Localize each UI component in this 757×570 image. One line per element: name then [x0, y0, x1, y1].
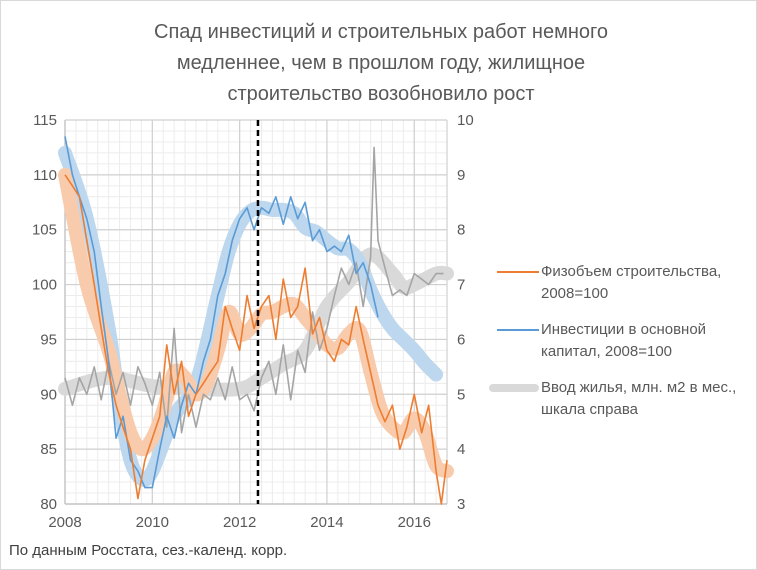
y-right-tick-label: 3	[457, 496, 465, 513]
x-tick-label: 2016	[398, 514, 431, 531]
series-line-construction	[64, 174, 448, 505]
y-left-tick-label: 100	[32, 277, 57, 294]
y-left-tick-label: 115	[33, 112, 57, 129]
x-tick-label: 2012	[223, 514, 256, 531]
y-left-tick-label: 105	[32, 222, 57, 239]
x-tick-label: 2014	[310, 514, 343, 531]
legend-item-construction: Физобъем строительства, 2008=100	[497, 261, 756, 305]
legend-label: Ввод жилья, млн. м2 в мес., шкала справа	[541, 379, 737, 418]
source-note: По данным Росстата, сез.-календ. корр.	[9, 542, 288, 559]
legend-item-housing: Ввод жилья, млн. м2 в мес., шкала справа	[489, 377, 756, 421]
x-tick-label: 2010	[136, 514, 169, 531]
legend-label: Инвестиции в основной капитал, 2008=100	[541, 321, 707, 360]
chart-title: Спад инвестиций и строительных работ нем…	[61, 17, 701, 110]
title-line: Спад инвестиций и строительных работ нем…	[154, 21, 608, 43]
legend-swatch	[489, 384, 539, 392]
trend-line-investment	[58, 145, 444, 487]
legend-swatch	[497, 329, 539, 331]
series-line-investment	[64, 136, 379, 489]
y-left-tick-label: 90	[40, 386, 57, 403]
y-right-tick-label: 7	[457, 277, 465, 294]
y-right-tick-label: 4	[457, 441, 465, 458]
y-right-tick-label: 5	[457, 386, 465, 403]
title-line: медленнее, чем в прошлом году, жилищное	[176, 52, 586, 74]
legend-item-investment: Инвестиции в основной капитал, 2008=100	[497, 319, 756, 363]
y-right-tick-label: 9	[457, 167, 465, 184]
title-line: строительство возобновило рост	[227, 83, 535, 105]
y-right-tick-label: 8	[457, 222, 465, 239]
legend-label: Физобъем строительства, 2008=100	[541, 263, 722, 302]
y-left-tick-label: 95	[40, 331, 57, 348]
y-right-tick-label: 6	[457, 331, 465, 348]
legend-swatch	[497, 271, 539, 273]
x-tick-label: 2008	[48, 514, 81, 531]
y-left-tick-label: 80	[40, 496, 57, 513]
y-right-tick-label: 10	[457, 112, 474, 129]
y-left-tick-label: 110	[33, 167, 57, 184]
y-left-tick-label: 85	[40, 441, 57, 458]
